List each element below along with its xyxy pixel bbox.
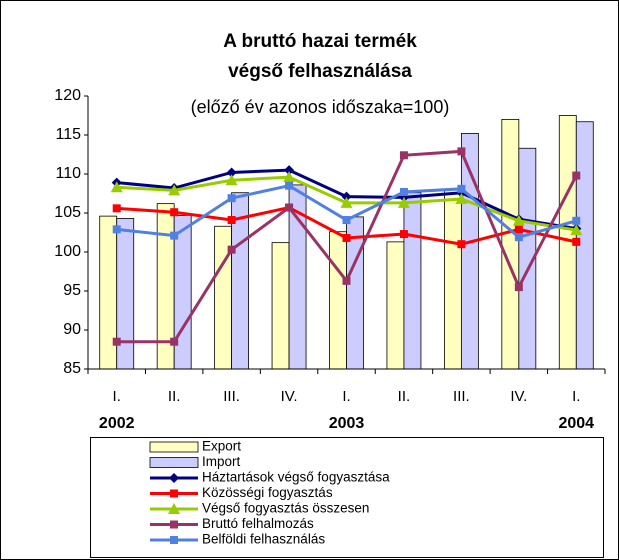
bar [501, 119, 520, 370]
point [342, 216, 351, 225]
point [514, 233, 523, 242]
chart-title: A bruttó hazai termék [223, 31, 417, 52]
year-label: 2004 [558, 415, 594, 432]
y-tick-label: 105 [54, 204, 81, 221]
point [457, 184, 466, 193]
legend-label: Export [202, 439, 241, 454]
point [341, 191, 352, 202]
point [457, 240, 466, 249]
point [285, 203, 294, 212]
point [112, 204, 121, 213]
legend-label: Import [202, 454, 241, 469]
point [342, 233, 351, 242]
x-tick-label: II. [168, 388, 181, 405]
x-tick-label: III. [223, 388, 240, 405]
point [572, 216, 581, 225]
point [399, 230, 408, 239]
point [572, 237, 581, 246]
legend-label: Háztartások végső fogyasztása [202, 470, 390, 485]
point [170, 231, 179, 240]
x-tick-label: I. [572, 388, 580, 405]
y-tick-label: 95 [63, 282, 81, 299]
legend-swatch [149, 441, 199, 453]
point [512, 214, 525, 226]
chart-subtitle: (előző év azonos időszaka=100) [191, 97, 450, 117]
legend-label: Végső fogyasztás összesen [202, 501, 369, 516]
y-tick-label: 100 [54, 243, 81, 260]
point [110, 181, 123, 193]
y-tick-label: 90 [63, 321, 81, 338]
chart-title: végső felhasználása [228, 61, 412, 82]
legend-marker [168, 503, 180, 514]
legend-label: Bruttó felhalmozás [202, 516, 314, 531]
legend-marker [170, 520, 178, 529]
point [112, 337, 121, 346]
point [112, 225, 121, 234]
point [399, 187, 408, 196]
legend-label: Közösségi fogyasztás [202, 485, 333, 500]
point [514, 225, 523, 234]
y-tick-label: 115 [55, 126, 81, 143]
point [285, 181, 294, 190]
legend-marker [170, 489, 178, 498]
point [455, 192, 468, 204]
point [168, 184, 181, 196]
legend-swatch [149, 457, 199, 468]
year-label: 2002 [99, 415, 135, 432]
bar [99, 215, 118, 370]
point [227, 216, 236, 225]
x-tick-label: III. [453, 388, 470, 405]
bar [443, 189, 462, 370]
point [170, 208, 179, 217]
bar [329, 231, 347, 370]
x-tick-label: II. [398, 388, 411, 405]
bar [386, 241, 405, 370]
x-tick-label: IV. [510, 388, 527, 405]
x-tick-label: IV. [281, 388, 298, 405]
point [397, 196, 410, 208]
point [342, 276, 351, 285]
point [572, 171, 581, 180]
legend-label: Belföldi felhasználás [202, 532, 325, 547]
legend-marker [170, 536, 178, 544]
point [227, 245, 236, 254]
point [170, 337, 179, 346]
point [570, 224, 583, 236]
point [399, 151, 408, 160]
legend-marker [169, 473, 179, 483]
point [340, 196, 353, 208]
year-label: 2003 [329, 415, 365, 432]
y-tick-label: 120 [54, 87, 81, 104]
x-tick-label: I. [342, 388, 350, 405]
bar [116, 218, 135, 370]
point [457, 147, 466, 156]
y-tick-label: 110 [55, 165, 81, 182]
point [283, 171, 296, 183]
point [227, 194, 236, 203]
bar [271, 242, 290, 370]
point [514, 283, 523, 292]
x-tick-label: I. [113, 388, 121, 405]
y-tick-label: 85 [63, 360, 81, 377]
point [226, 167, 237, 178]
point [284, 165, 295, 176]
point [225, 174, 238, 186]
bar [403, 192, 422, 370]
